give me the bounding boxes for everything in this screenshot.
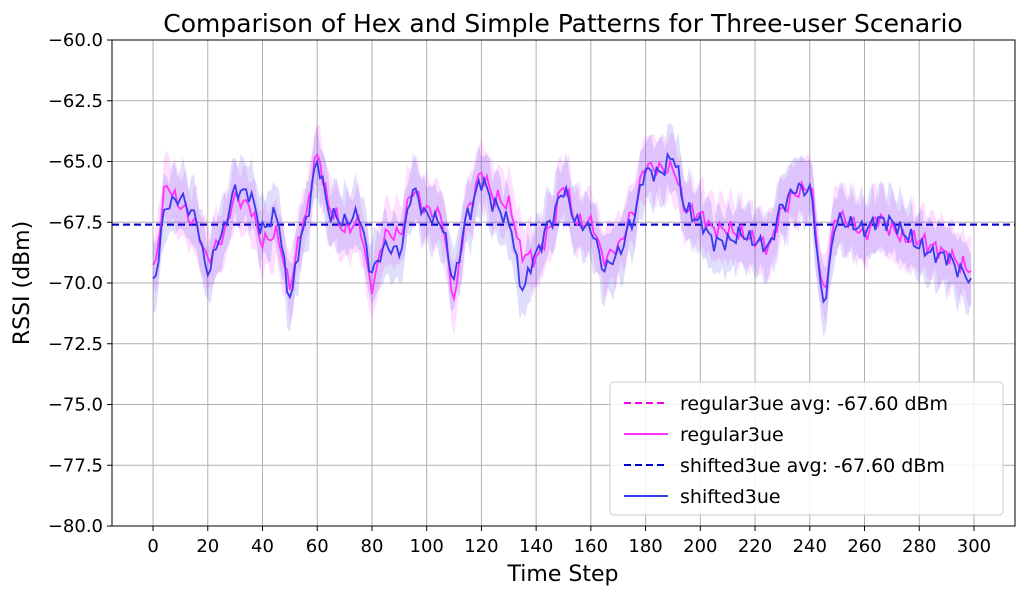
y-tick-label: −77.5 (48, 455, 103, 476)
chart-title: Comparison of Hex and Simple Patterns fo… (163, 9, 962, 38)
x-tick-label: 240 (793, 536, 827, 557)
legend: regular3ue avg: -67.60 dBm regular3ue shif… (609, 381, 1004, 516)
x-tick-label: 260 (847, 536, 881, 557)
y-tick-label: −65.0 (48, 152, 103, 173)
y-tick-label: −62.5 (48, 91, 103, 112)
x-tick-label: 120 (464, 536, 498, 557)
confidence-bands (153, 122, 972, 339)
y-tick-label: −72.5 (48, 334, 103, 355)
x-tick-label: 20 (196, 536, 219, 557)
y-tick-label: −75.0 (48, 395, 103, 416)
x-tick-label: 100 (410, 536, 444, 557)
x-tick-label: 60 (306, 536, 329, 557)
series-lines (152, 151, 972, 304)
y-tick-label: −67.5 (48, 212, 103, 233)
y-tick-label: −70.0 (48, 273, 103, 294)
x-tick-label: 40 (251, 536, 274, 557)
x-tick-label: 160 (574, 536, 608, 557)
x-tick-label: 280 (902, 536, 936, 557)
x-tick-label: 0 (147, 536, 158, 557)
y-axis-label: RSSI (dBm) (10, 221, 35, 345)
legend-box (609, 381, 1004, 516)
legend-label: regular3ue avg: -67.60 dBm (680, 393, 948, 415)
x-tick-label: 80 (361, 536, 384, 557)
regular3ue-line (152, 152, 972, 303)
shifted3ue-line (152, 151, 972, 304)
x-tick-label: 180 (628, 536, 662, 557)
x-tick-label: 140 (519, 536, 553, 557)
y-axis-ticks: −80.0 −77.5 −75.0 −72.5 −70.0 −67.5 −65.0 −62.5… (48, 30, 112, 537)
y-tick-label: −80.0 (48, 516, 103, 537)
x-tick-label: 220 (738, 536, 772, 557)
regular3ue-band (153, 124, 972, 336)
x-axis-ticks: 0 20 40 60 80 100 120 140 160 180 200 220 240 260 280 3… (147, 526, 991, 557)
x-tick-label: 200 (683, 536, 717, 557)
x-axis-label: Time Step (507, 562, 619, 587)
x-tick-label: 300 (957, 536, 991, 557)
legend-label: regular3ue (680, 424, 784, 446)
y-tick-label: −60.0 (48, 30, 103, 51)
legend-label: shifted3ue avg: -67.60 dBm (680, 455, 945, 477)
legend-label: shifted3ue (680, 486, 781, 508)
